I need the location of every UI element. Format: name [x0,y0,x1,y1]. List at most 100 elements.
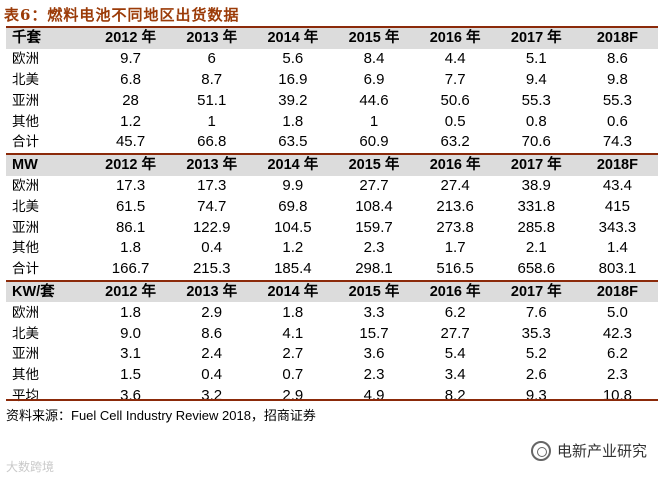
table-cell: 5.0 [606,303,628,321]
table-cell: 2.1 [525,239,547,257]
table-cell: 86.1 [115,218,146,236]
table-cell: 1.2 [120,112,141,130]
table-cell: 9.4 [525,70,547,88]
table-cell: 27.7 [359,176,389,194]
table-cell: 0.6 [606,112,628,130]
table-cell: 63.2 [440,133,470,151]
region-label: 亚洲 [12,346,39,363]
table-cell: 45.7 [115,133,146,151]
year-header: 2014 年 [252,26,334,49]
bottom-rule [6,399,658,401]
table-cell: 5.6 [282,50,304,68]
table-row: 北美 6.8 8.7 16.9 6.9 7.7 9.4 9.8 [6,70,658,91]
table-row: 欧洲 17.3 17.3 9.9 27.7 27.4 38.9 43.4 [6,176,658,197]
table-cell: 27.4 [440,176,470,194]
region-label: 北美 [12,325,39,342]
table-cell: 6.9 [363,70,385,88]
table-cell: 0.8 [525,112,547,130]
year-header: 2014 年 [252,279,334,303]
year-header: 2016 年 [414,279,496,303]
unit-header: KW/套 [6,279,90,303]
table-cell: 285.8 [517,218,556,236]
table-cell: 2.9 [282,386,304,404]
region-label: 其他 [12,240,39,257]
table-cell: 159.7 [355,218,393,236]
table-cell: 27.7 [440,324,470,342]
year-header: 2012 年 [90,26,172,49]
region-label: 北美 [12,198,39,215]
table-cell: 5.1 [525,50,547,68]
table-cell: 6.8 [120,70,141,88]
table-cell: 1.5 [120,366,141,384]
table-cell: 415 [604,197,630,215]
watermark-brand: 电新产业研究 [530,440,647,461]
year-header: 2018F [576,279,658,303]
region-label: 欧洲 [12,304,39,321]
table-cell: 9.8 [606,70,628,88]
table-cell: 6.2 [444,303,466,321]
unit-header: 千套 [6,26,90,49]
table-cell: 1.8 [120,303,141,321]
year-header: 2012 年 [90,152,172,176]
year-header: 2016 年 [414,26,496,49]
table-cell: 658.6 [517,260,556,278]
table-cell: 213.6 [436,197,474,215]
table-cell: 0.4 [201,366,223,384]
table-cell: 185.4 [274,260,312,278]
year-header: 2013 年 [171,279,253,303]
region-label: 平均 [12,387,39,404]
table-cell: 69.8 [278,197,308,215]
section-header-row: 千套 2012 年 2013 年 2014 年 2015 年 2016 年 2017 年 20… [6,26,658,49]
table-cell: 15.7 [359,324,389,342]
region-label: 亚洲 [12,92,39,109]
table-cell: 16.9 [278,70,308,88]
table-cell: 9.9 [282,176,304,194]
table-cell: 44.6 [359,91,389,109]
table-cell: 215.3 [192,260,231,278]
table-cell: 50.6 [440,91,470,109]
table-cell: 9.3 [525,386,547,404]
region-label: 亚洲 [12,219,39,236]
table-title: 表6：燃料电池不同地区出货数据 [4,6,240,24]
unit-header: MW [6,152,90,176]
table-cell: 4.1 [282,324,304,342]
table-cell: 4.9 [363,386,385,404]
table-cell: 1.8 [282,112,304,130]
table-cell: 3.3 [363,303,385,321]
region-label: 合计 [12,261,39,278]
year-header: 2016 年 [414,152,496,176]
region-label: 欧洲 [12,51,39,68]
table-cell: 8.6 [606,50,628,68]
table-cell: 5.4 [444,345,466,363]
table-row: 欧洲 9.7 6 5.6 8.4 4.4 5.1 8.6 [6,49,658,70]
table-cell: 7.7 [444,70,466,88]
year-header: 2017 年 [495,279,577,303]
table-row: 合计 166.7 215.3 185.4 298.1 516.5 658.6 803.1 [6,259,658,281]
table-row: 亚洲 28 51.1 39.2 44.6 50.6 55.3 55.3 [6,90,658,111]
table-cell: 6.2 [606,345,628,363]
table-cell: 42.3 [602,324,633,342]
table-cell: 28 [122,91,139,109]
table-cell: 1 [207,112,216,130]
year-header: 2013 年 [171,152,253,176]
table-cell: 331.8 [517,197,556,215]
table-cell: 2.3 [606,366,628,384]
table-cell: 1.8 [282,303,304,321]
table-cell: 5.2 [525,345,547,363]
table-cell: 0.4 [201,239,223,257]
year-header: 2015 年 [333,279,415,303]
table-cell: 2.4 [201,345,223,363]
source-note: 资料来源：Fuel Cell Industry Review 2018，招商证券 [6,408,316,423]
table-cell: 803.1 [598,260,637,278]
table-cell: 61.5 [115,197,146,215]
table-cell: 2.3 [363,366,385,384]
year-header: 2015 年 [333,152,415,176]
table-cell: 2.6 [525,366,547,384]
year-header: 2013 年 [171,26,253,49]
year-header: 2012 年 [90,279,172,303]
watermark-brand-text: 电新产业研究 [556,442,647,460]
table-cell: 122.9 [192,218,231,236]
table-cell: 9.0 [120,324,141,342]
table-row: 其他 1.2 1 1.8 1 0.5 0.8 0.6 [6,111,658,132]
table-cell: 39.2 [278,91,308,109]
